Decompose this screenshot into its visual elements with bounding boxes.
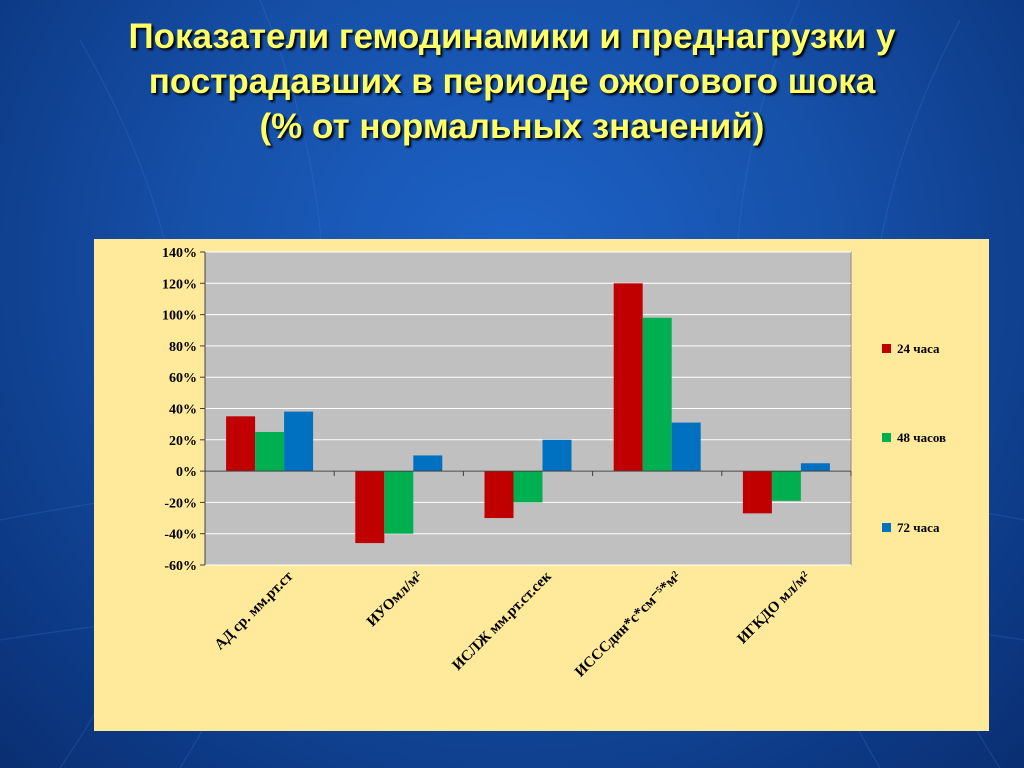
y-tick-label: 80% <box>169 340 197 355</box>
x-category-label: ИСЛЖ мм.рт.ст.сек <box>449 568 555 674</box>
legend-swatch <box>882 344 891 353</box>
y-tick-label: 20% <box>169 434 197 449</box>
bar <box>284 411 314 472</box>
bar <box>413 455 443 472</box>
y-tick-label: -20% <box>164 496 197 511</box>
bar <box>771 471 801 501</box>
bar <box>513 471 543 503</box>
y-tick-label: 100% <box>162 309 197 324</box>
slide-title: Показатели гемодинамики и преднагрузки у… <box>0 14 1024 149</box>
title-line-2: пострадавших в периоде ожогового шока <box>148 62 876 101</box>
bar <box>484 471 514 519</box>
x-category-label: ИСССдин*с*см⁻⁵*м² <box>572 568 684 680</box>
legend-label: 24 часа <box>897 341 940 356</box>
bar <box>613 283 643 472</box>
legend-label: 72 часа <box>897 520 940 535</box>
y-tick-label: 0% <box>176 465 197 480</box>
x-category-label: ИГКДО мл/м² <box>734 568 813 647</box>
bar <box>642 317 672 472</box>
title-line-3: (% от нормальных значений) <box>259 107 765 146</box>
bar <box>742 471 772 514</box>
legend-swatch <box>882 433 891 442</box>
x-category-label: АД ср. мм.рт.ст <box>212 568 297 653</box>
chart-area: 140% 120% 100% 80% 60% 40% 20% 0% -20% -40% -60% АД… <box>94 239 989 731</box>
bar <box>226 416 256 472</box>
y-tick-label: -40% <box>164 528 197 543</box>
x-category-label: ИУОмл/м² <box>364 568 426 630</box>
y-tick-label: -60% <box>164 559 197 574</box>
y-tick-label: 40% <box>169 403 197 418</box>
legend-swatch <box>882 523 891 532</box>
bar <box>800 463 830 472</box>
bar-chart: 140% 120% 100% 80% 60% 40% 20% 0% -20% -40% -60% АД… <box>162 246 946 680</box>
bar <box>384 471 414 534</box>
y-tick-label: 140% <box>162 246 197 261</box>
bar <box>542 439 572 472</box>
y-tick-label: 60% <box>169 371 197 386</box>
title-line-1: Показатели гемодинамики и преднагрузки у <box>128 17 896 56</box>
bar <box>355 471 385 544</box>
legend-label: 48 часов <box>897 430 946 445</box>
y-tick-label: 120% <box>162 277 197 292</box>
bar <box>255 431 285 472</box>
bar <box>671 422 701 472</box>
